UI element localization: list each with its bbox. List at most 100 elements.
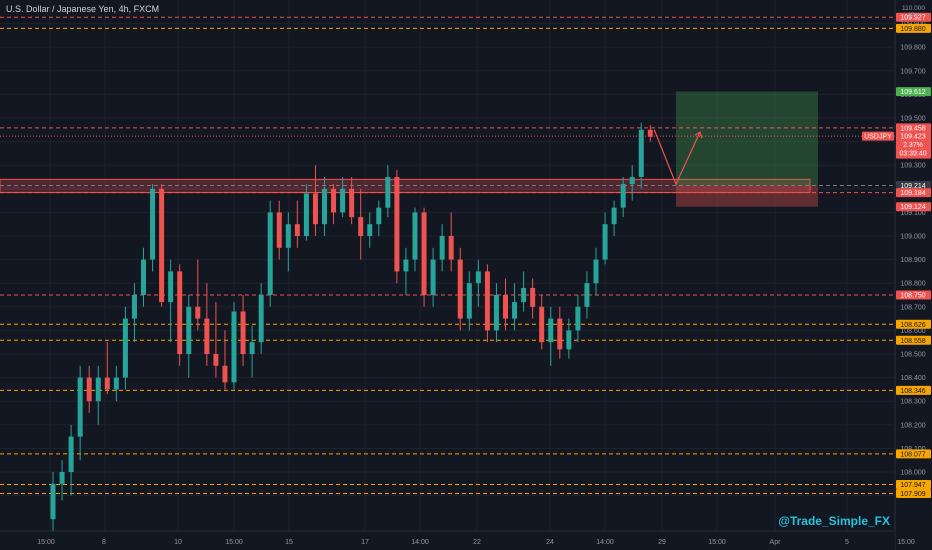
- price-level-tag: [896, 385, 931, 395]
- candle-body: [620, 184, 626, 208]
- candle-body: [376, 207, 382, 225]
- candle-body: [86, 377, 92, 402]
- candle-body: [421, 212, 427, 295]
- candle-body: [195, 306, 201, 319]
- x-tick-label: 29: [658, 539, 666, 546]
- price-level-tag-text: 108.626: [900, 322, 925, 329]
- candle-body: [322, 188, 327, 225]
- candle-body: [575, 306, 581, 331]
- x-tick-label: Apr: [770, 539, 782, 546]
- x-tick-label: 17: [361, 539, 369, 546]
- price-level-tag: [896, 290, 931, 300]
- candle-body: [439, 236, 445, 260]
- candle-body: [349, 188, 355, 218]
- candle-body: [611, 207, 617, 225]
- y-tick-label: 109.500: [900, 116, 925, 123]
- y-tick-label: 109.300: [900, 163, 925, 170]
- candle-body: [457, 259, 463, 319]
- price-level-tag-text: 108.346: [900, 388, 925, 395]
- candle-body: [647, 129, 653, 137]
- price-level-tag: [896, 12, 931, 22]
- candle-body: [466, 283, 472, 319]
- candle-body: [394, 177, 400, 272]
- candle-body: [340, 188, 346, 213]
- x-tick-label: 14:00: [411, 539, 429, 546]
- price-level-tag-text: 108.077: [900, 451, 925, 458]
- price-level-tag: [896, 335, 931, 345]
- currency-label: JPY: [907, 12, 920, 19]
- candle-body: [68, 436, 74, 472]
- bar-countdown-text: 03:39:40: [899, 151, 926, 158]
- candle-body: [150, 188, 156, 260]
- candle-body: [638, 129, 644, 177]
- price-level-tag-text: 108.750: [900, 293, 925, 300]
- price-axis: [895, 0, 932, 550]
- x-tick-label: 14:00: [596, 539, 614, 546]
- price-level-tag: [896, 449, 931, 459]
- price-level-tag-text: 109.458: [900, 125, 925, 132]
- candle-body: [403, 259, 409, 272]
- candle-body: [385, 177, 391, 208]
- projection-arrowhead: [694, 131, 703, 139]
- candle-body: [448, 236, 454, 260]
- candle-body: [530, 287, 536, 307]
- x-tick-label: 8: [102, 539, 106, 546]
- price-level-tag-text: 108.558: [900, 338, 925, 345]
- candle-body: [358, 217, 364, 236]
- current-price-tag: [896, 131, 931, 159]
- current-symbol-tag: [862, 131, 894, 141]
- price-level-tag: [896, 123, 931, 133]
- y-tick-label: 108.900: [900, 257, 925, 264]
- candle-body: [629, 177, 635, 185]
- candle-body: [602, 224, 608, 260]
- price-level-tag: [896, 23, 931, 33]
- candle-body: [204, 318, 210, 354]
- chart-title: U.S. Dollar / Japanese Yen, 4h, FXCM: [6, 4, 160, 14]
- candle-body: [285, 224, 291, 248]
- price-level-tag: [896, 480, 931, 490]
- watermark: @Trade_Simple_FX: [778, 514, 890, 528]
- x-tick-label: 15:00: [897, 539, 915, 546]
- candle-body: [294, 224, 300, 236]
- candle-body: [122, 318, 128, 378]
- price-level-tag: [896, 488, 931, 498]
- target-price-tag: [896, 87, 931, 97]
- projection-arrow: [653, 129, 701, 186]
- y-tick-label: 109.800: [900, 45, 925, 52]
- y-tick-label: 109.000: [900, 234, 925, 241]
- price-level-tag-text: 109.184: [900, 190, 925, 197]
- candle-body: [77, 377, 83, 437]
- price-level-tag: [896, 202, 931, 212]
- candle-body: [539, 306, 545, 343]
- candle-body: [50, 483, 56, 520]
- candle-body: [503, 295, 508, 319]
- price-level-tag-text: 107.947: [900, 482, 925, 489]
- candle-body: [276, 212, 282, 248]
- candle-body: [484, 271, 490, 331]
- candle-body: [430, 259, 436, 295]
- x-tick-label: 10: [174, 539, 182, 546]
- price-level-tag: [896, 319, 931, 329]
- candle-body: [593, 259, 599, 284]
- candle-body: [331, 188, 337, 213]
- candle-body: [59, 472, 65, 484]
- x-tick-label: 5: [845, 539, 849, 546]
- y-tick-label: 108.200: [900, 422, 925, 429]
- current-change-text: 2.37%: [903, 142, 923, 149]
- candle-body: [159, 188, 165, 303]
- price-level-tag-text: 109.214: [900, 183, 925, 190]
- price-level-tag-text: 109.124: [900, 204, 925, 211]
- price-level-tag: [896, 180, 931, 190]
- candle-body: [213, 354, 219, 366]
- position-stop-area: [676, 185, 818, 207]
- candle-body: [367, 224, 373, 236]
- x-tick-label: 24: [546, 539, 554, 546]
- y-tick-label: 109.100: [900, 210, 925, 217]
- candle-body: [303, 193, 309, 236]
- candle-body: [312, 193, 318, 225]
- price-scale-top-value: 110.000: [901, 5, 925, 12]
- candle-body: [240, 311, 246, 354]
- current-symbol-text: USDJPY: [864, 134, 892, 141]
- candle-body: [104, 377, 110, 390]
